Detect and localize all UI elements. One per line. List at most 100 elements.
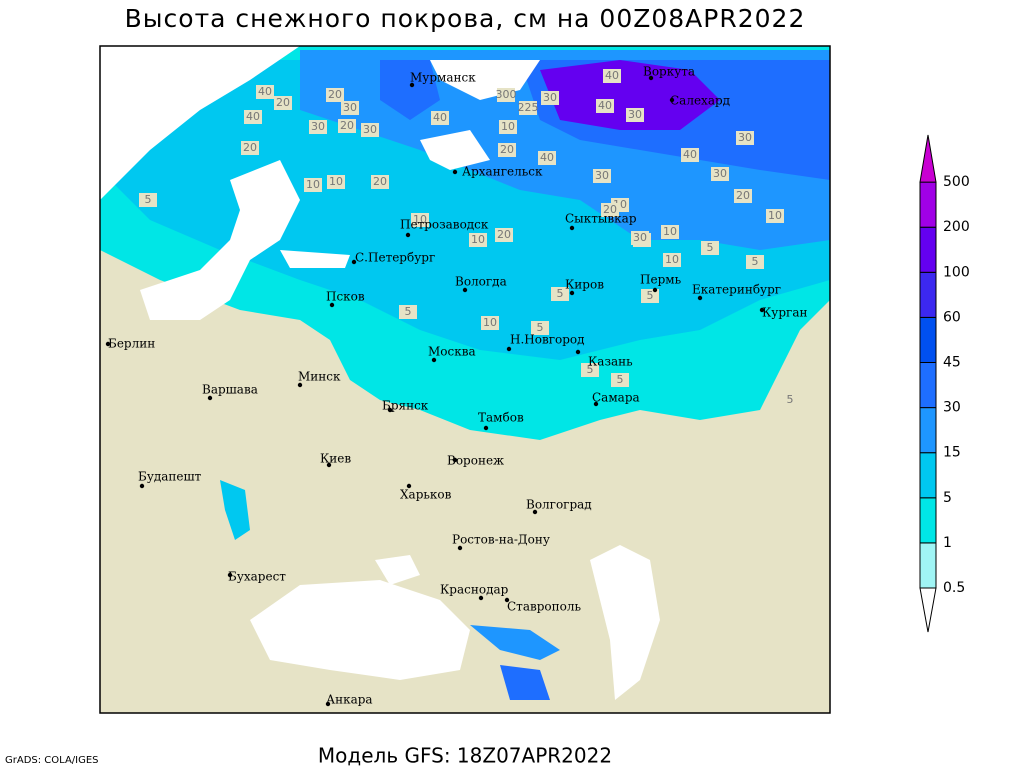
contour-label: 10 [665,253,679,266]
contour-label: 5 [647,289,654,302]
contour-label: 20 [243,141,257,154]
city-label: Курган [762,306,807,320]
legend-label: 200 [943,219,970,235]
legend-label: 5 [943,490,952,506]
contour-label: 20 [276,96,290,109]
contour-label: 10 [483,316,497,329]
city-dot [697,295,703,301]
city-label: Берлин [108,337,155,351]
contour-label-bg [641,289,659,303]
city-label: Пермь [640,273,682,287]
city-dot [105,341,111,347]
contour-label: 40 [258,85,272,98]
contour-label: 5 [752,255,759,268]
title: Высота снежного покрова, см на 00Z08APR2… [125,4,806,33]
city-label: Псков [326,290,365,304]
contour-label: 10 [471,233,485,246]
city-dot [351,259,357,265]
contour-label-bg [371,175,389,189]
contour-label-bg [603,69,621,83]
contour-label-bg [499,120,517,134]
city-label: Бухарест [228,570,286,584]
city-dot [483,425,489,431]
contour-label-bg [663,253,681,267]
city-dot [569,290,575,296]
contour-label: 40 [246,110,260,123]
contour-label-bg [781,393,799,407]
contour-label: 40 [540,151,554,164]
contour-label-bg [326,88,344,102]
contour-label-bg [431,111,449,125]
contour-label-bg [274,96,292,110]
contour-label-bg [541,91,559,105]
contour-label-bg [244,110,262,124]
city-label: Салехард [670,94,730,108]
city-dot [406,483,412,489]
city-label: Киев [320,452,351,466]
legend-label: 500 [943,174,970,190]
contour-label-bg [338,119,356,133]
contour-label: 10 [329,175,343,188]
city-label: Архангельск [462,165,543,179]
contour-label: 20 [328,88,342,101]
contour-label: 5 [707,241,714,254]
contour-label-bg [626,108,644,122]
city-dot [227,572,233,578]
city-dot [139,483,145,489]
contour-label: 30 [713,167,727,180]
city-dot [669,97,675,103]
contour-label-bg [734,189,752,203]
city-dot [325,701,331,707]
legend-swatch [919,271,937,318]
city-label: Ростов-на-Дону [452,533,550,547]
city-dot [569,225,575,231]
contour-label-bg [341,101,359,115]
contour-label: 40 [433,111,447,124]
city-label: Анкара [326,693,373,707]
city-label: Петрозаводск [400,218,489,232]
contour-label: 20 [340,119,354,132]
city-label: Краснодар [440,583,509,597]
city-dot [207,395,213,401]
contour-label-bg [711,167,729,181]
city-dot [478,595,484,601]
contour-label: 20 [500,143,514,156]
contour-label: 40 [683,148,697,161]
contour-label-bg [581,363,599,377]
contour-label: 30 [628,108,642,121]
contour-label-bg [497,88,515,102]
contour-label: 5 [587,363,594,376]
contour-label-bg [701,241,719,255]
city-dot [329,302,335,308]
contour-label-bg [411,213,429,227]
legend-label: 60 [943,309,961,325]
contour-label: 5 [145,193,152,206]
city-label: Екатеринбург [692,283,781,297]
legend-swatch [919,407,937,454]
city-dot [297,382,303,388]
legend-swatch [919,362,937,409]
contour-label: 20 [736,189,750,202]
contour-label-bg [241,141,259,155]
legend-swatch [919,497,937,544]
contour-label: 5 [557,287,564,300]
model-label: Модель GFS: 18Z07APR2022 [318,744,612,768]
contour-label-bg [256,85,274,99]
contour-label-bg [481,316,499,330]
city-dot [387,407,393,413]
legend-swatch [919,181,937,228]
contour-label-bg [746,255,764,269]
legend-label: 0.5 [943,580,965,596]
legend-swatch [919,134,937,183]
city-dot [409,82,415,88]
contour-label-bg [531,321,549,335]
city-dot [452,169,458,175]
legend-swatch [919,542,937,589]
contour-label: 5 [617,373,624,386]
contour-label: 20 [497,228,511,241]
contour-label-bg [304,178,322,192]
contour-label-bg [519,101,537,115]
contour-label: 225 [518,101,539,114]
city-dot [532,509,538,515]
contour-label-bg [469,233,487,247]
